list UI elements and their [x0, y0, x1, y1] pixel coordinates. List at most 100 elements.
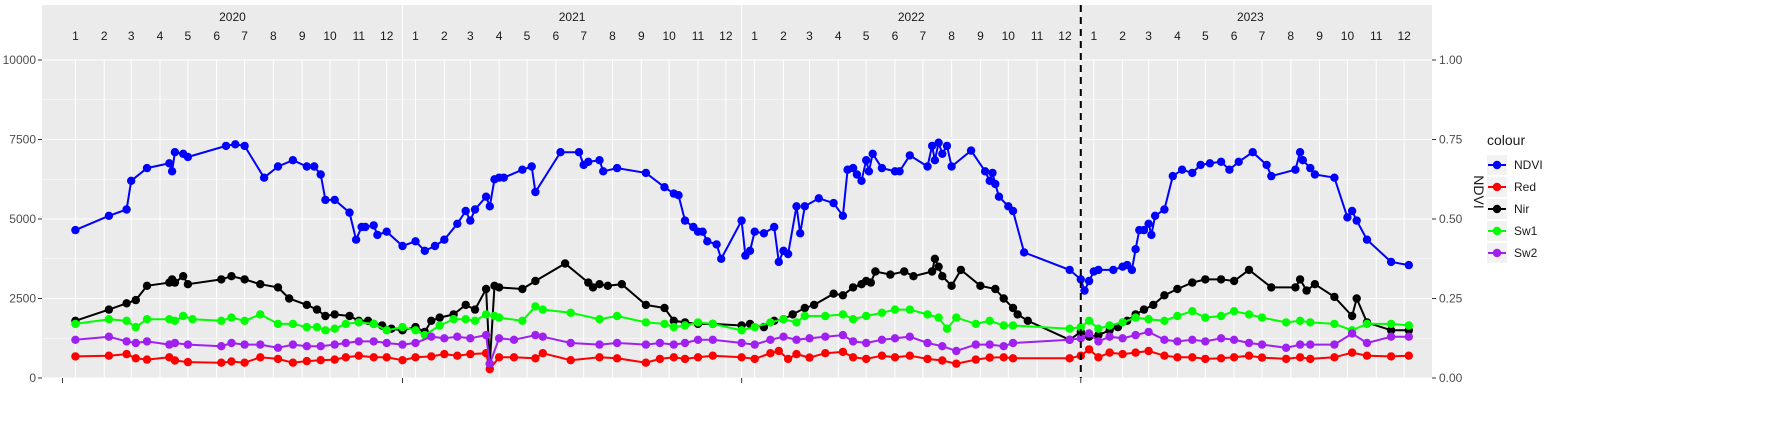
plot-panel: [42, 5, 1432, 378]
data-point: [788, 310, 797, 319]
data-point: [1310, 170, 1320, 179]
data-point: [783, 249, 793, 259]
data-point: [1188, 278, 1197, 287]
data-point: [1065, 324, 1074, 333]
data-point: [131, 338, 140, 348]
data-point: [641, 358, 651, 367]
data-point: [829, 289, 838, 298]
data-point: [330, 355, 339, 364]
month-label: 2: [1119, 29, 1126, 43]
month-label: 11: [1370, 29, 1383, 43]
data-point: [1065, 354, 1074, 363]
data-point: [1362, 235, 1372, 244]
data-point: [217, 358, 226, 367]
data-point: [518, 165, 527, 174]
data-point: [1298, 156, 1308, 165]
data-point: [341, 353, 350, 362]
data-point: [341, 338, 350, 348]
data-point: [227, 357, 236, 366]
data-point: [1013, 310, 1022, 319]
data-point: [398, 340, 407, 349]
y-right-tick-label: 0.50: [1439, 212, 1463, 226]
data-point: [316, 170, 325, 179]
month-label: 7: [919, 29, 926, 43]
data-point: [1076, 275, 1086, 284]
data-point: [188, 315, 197, 324]
data-point: [217, 275, 226, 284]
data-point: [104, 211, 114, 220]
data-point: [994, 192, 1004, 201]
data-point: [217, 342, 226, 351]
data-point: [470, 305, 480, 314]
data-point: [1201, 313, 1210, 322]
axis-layer: 0 2500 5000 7500 10000 0.00 0.25 0.50 0.75 1.00: [3, 53, 1463, 385]
data-point: [1291, 165, 1300, 174]
data-point: [427, 332, 436, 341]
data-point: [398, 356, 407, 365]
data-point: [1008, 321, 1018, 330]
data-point: [170, 278, 180, 287]
data-point: [1386, 257, 1396, 267]
data-point: [461, 300, 470, 310]
data-point: [466, 349, 475, 359]
data-point: [660, 303, 669, 313]
data-point: [1196, 160, 1205, 170]
data-point: [420, 246, 429, 255]
data-point: [737, 216, 746, 225]
data-point: [595, 280, 604, 289]
month-label: 2: [780, 29, 787, 43]
data-point: [934, 138, 943, 147]
data-point: [1023, 316, 1032, 325]
data-point: [766, 318, 775, 327]
data-point: [886, 270, 895, 279]
data-point: [227, 313, 236, 322]
data-point: [1347, 348, 1357, 357]
data-point: [1386, 332, 1396, 341]
month-label: 10: [1002, 29, 1016, 43]
data-point: [71, 319, 80, 329]
data-point: [877, 335, 887, 344]
data-point: [369, 319, 378, 329]
data-point: [382, 326, 391, 335]
data-point: [122, 205, 131, 214]
data-point: [142, 163, 152, 173]
data-point: [934, 262, 943, 271]
data-point: [1330, 319, 1339, 329]
data-point: [1281, 318, 1291, 327]
data-point: [240, 316, 249, 325]
data-point: [494, 353, 504, 362]
data-point: [1404, 321, 1414, 330]
data-point: [1295, 340, 1305, 349]
data-point: [302, 342, 311, 351]
month-label: 8: [609, 29, 616, 43]
month-label: 12: [719, 29, 733, 43]
legend-title: colour: [1487, 132, 1525, 148]
data-point: [273, 354, 283, 364]
data-point: [991, 179, 1000, 189]
data-point: [1295, 353, 1305, 362]
data-point: [354, 351, 363, 360]
data-point: [351, 235, 361, 244]
data-point: [680, 338, 690, 348]
data-point: [1094, 324, 1103, 333]
month-label: 6: [213, 29, 220, 43]
data-point: [566, 308, 575, 317]
data-point: [1173, 353, 1182, 362]
data-point: [1257, 353, 1267, 362]
data-point: [1347, 311, 1357, 321]
data-point: [285, 294, 294, 303]
data-point: [1216, 311, 1226, 321]
data-point: [1144, 315, 1153, 324]
data-point: [142, 337, 152, 346]
data-point: [170, 148, 180, 157]
data-point: [411, 237, 420, 246]
data-point: [518, 316, 527, 325]
data-point: [1281, 343, 1291, 352]
month-label: 5: [863, 29, 870, 43]
data-point: [1229, 276, 1239, 286]
data-point: [1244, 351, 1254, 360]
data-point: [288, 156, 298, 165]
data-point: [122, 316, 131, 325]
data-point: [1281, 354, 1291, 364]
